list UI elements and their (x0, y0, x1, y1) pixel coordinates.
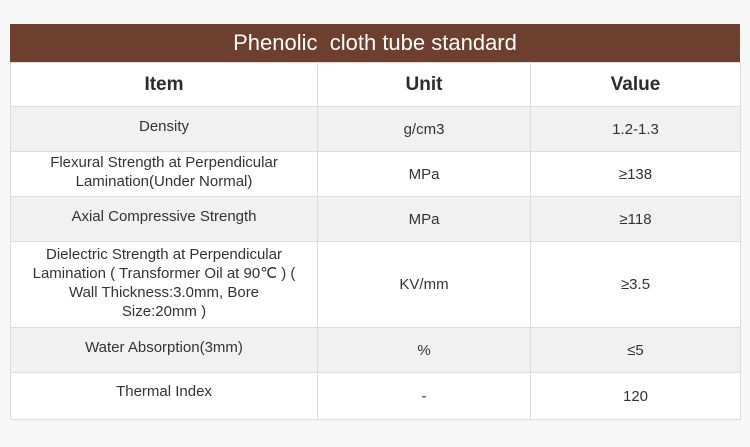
table-row: Axial Compressive Strength MPa ≥118 (10, 196, 741, 242)
table-row: Dielectric Strength at Perpendicular Lam… (10, 241, 741, 328)
table-row: Density g/cm3 1.2-1.3 (10, 106, 741, 152)
item-cell: Flexural Strength at Perpendicular Lamin… (10, 151, 318, 197)
value-cell: ≥3.5 (530, 241, 741, 328)
value-cell: ≥138 (530, 151, 741, 197)
item-cell: Density (10, 106, 318, 152)
table-row: Water Absorption(3mm) % ≤5 (10, 327, 741, 373)
unit-cell: - (317, 372, 531, 420)
value-cell: 120 (530, 372, 741, 420)
item-cell: Axial Compressive Strength (10, 196, 318, 242)
value-cell: ≥118 (530, 196, 741, 242)
column-header-value: Value (530, 62, 741, 107)
column-header-unit: Unit (317, 62, 531, 107)
unit-cell: KV/mm (317, 241, 531, 328)
item-cell: Water Absorption(3mm) (10, 327, 318, 373)
item-cell: Dielectric Strength at Perpendicular Lam… (10, 241, 318, 328)
table-row: Thermal Index - 120 (10, 372, 741, 420)
value-cell: ≤5 (530, 327, 741, 373)
value-cell: 1.2-1.3 (530, 106, 741, 152)
spec-table: Item Unit Value Density g/cm3 1.2-1.3 Fl… (10, 62, 741, 420)
header-row: Item Unit Value (10, 62, 741, 107)
column-header-item: Item (10, 62, 318, 107)
unit-cell: MPa (317, 196, 531, 242)
unit-cell: MPa (317, 151, 531, 197)
table-row: Flexural Strength at Perpendicular Lamin… (10, 151, 741, 197)
spec-table-container: Phenolic cloth tube standard Item Unit V… (10, 24, 741, 420)
item-cell: Thermal Index (10, 372, 318, 420)
unit-cell: g/cm3 (317, 106, 531, 152)
unit-cell: % (317, 327, 531, 373)
table-title: Phenolic cloth tube standard (10, 24, 740, 62)
